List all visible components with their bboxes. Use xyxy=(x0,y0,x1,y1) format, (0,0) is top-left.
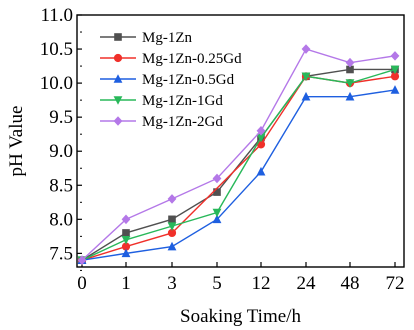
data-point-series-3 xyxy=(301,72,311,82)
data-point-series-1 xyxy=(121,242,131,251)
data-point-series-0 xyxy=(168,215,176,224)
data-point-series-3 xyxy=(212,208,222,218)
data-point-series-4 xyxy=(345,57,355,68)
y-axis-title: pH Value xyxy=(6,106,27,177)
x-tick-label: 12 xyxy=(252,273,271,294)
x-tick-label: 0 xyxy=(77,273,87,294)
data-point-series-4 xyxy=(77,255,87,265)
x-tick-label: 24 xyxy=(297,273,317,294)
data-point-series-2 xyxy=(256,166,266,176)
data-point-series-0 xyxy=(213,188,221,196)
series-line-0 xyxy=(81,68,395,261)
series-line-4 xyxy=(81,48,396,261)
y-tick-label: 9.0 xyxy=(49,141,73,162)
legend-marker xyxy=(113,116,123,126)
data-point-series-1 xyxy=(167,228,177,238)
legend-label: Mg-1Zn-2Gd xyxy=(142,114,223,130)
legend-label: Mg-1Zn-0.5Gd xyxy=(142,72,235,88)
legend-marker xyxy=(113,53,123,63)
data-point-series-4 xyxy=(167,194,177,204)
series-line-2 xyxy=(81,89,396,261)
legend-marker xyxy=(113,74,123,83)
y-tick-label: 8.5 xyxy=(49,175,73,196)
data-point-series-3 xyxy=(390,65,400,75)
x-tick-label: 72 xyxy=(386,273,405,294)
data-point-series-4 xyxy=(212,173,222,184)
legend-label: Mg-1Zn xyxy=(142,30,192,46)
data-point-series-2 xyxy=(121,248,131,258)
y-tick-label: 9.5 xyxy=(49,107,73,128)
x-tick-label: 48 xyxy=(341,273,360,294)
data-point-series-1 xyxy=(390,72,400,81)
x-axis-title: Soaking Time/h xyxy=(180,306,301,327)
data-point-series-3 xyxy=(345,79,355,88)
data-point-series-3 xyxy=(167,222,177,231)
legend-label: Mg-1Zn-0.25Gd xyxy=(142,51,242,67)
data-point-series-2 xyxy=(301,91,311,101)
legend-marker xyxy=(114,33,122,41)
plot-area: 7.5 8.0 8.5 9.0 9.5 10.0 10.5 11.0 0 1 3 5 12 24 48 72 M… xyxy=(40,5,405,294)
data-point-series-3 xyxy=(121,235,131,245)
legend-marker xyxy=(113,96,123,105)
data-point-series-2 xyxy=(390,85,400,94)
data-point-series-2 xyxy=(167,241,177,251)
y-tick-label: 7.5 xyxy=(49,243,73,264)
x-tick-label: 3 xyxy=(167,273,177,294)
data-point-series-4 xyxy=(301,44,311,54)
legend-label: Mg-1Zn-1Gd xyxy=(142,93,223,109)
data-point-series-3 xyxy=(256,133,266,143)
data-point-series-2 xyxy=(212,214,222,224)
data-point-series-4 xyxy=(390,51,400,61)
plot-frame xyxy=(76,14,405,268)
data-point-series-4 xyxy=(256,125,266,136)
data-point-series-0 xyxy=(346,65,354,74)
y-tick-label: 11.0 xyxy=(40,5,73,26)
x-tick-label: 1 xyxy=(121,273,131,294)
y-tick-label: 10.0 xyxy=(40,73,73,94)
series-line-3 xyxy=(81,68,396,261)
y-tick-label: 8.0 xyxy=(49,209,73,230)
data-point-series-4 xyxy=(121,214,131,225)
data-point-series-2 xyxy=(345,91,355,101)
y-tick-label: 10.5 xyxy=(40,39,73,60)
data-point-series-0 xyxy=(122,229,130,237)
x-tick-label: 5 xyxy=(212,273,222,294)
